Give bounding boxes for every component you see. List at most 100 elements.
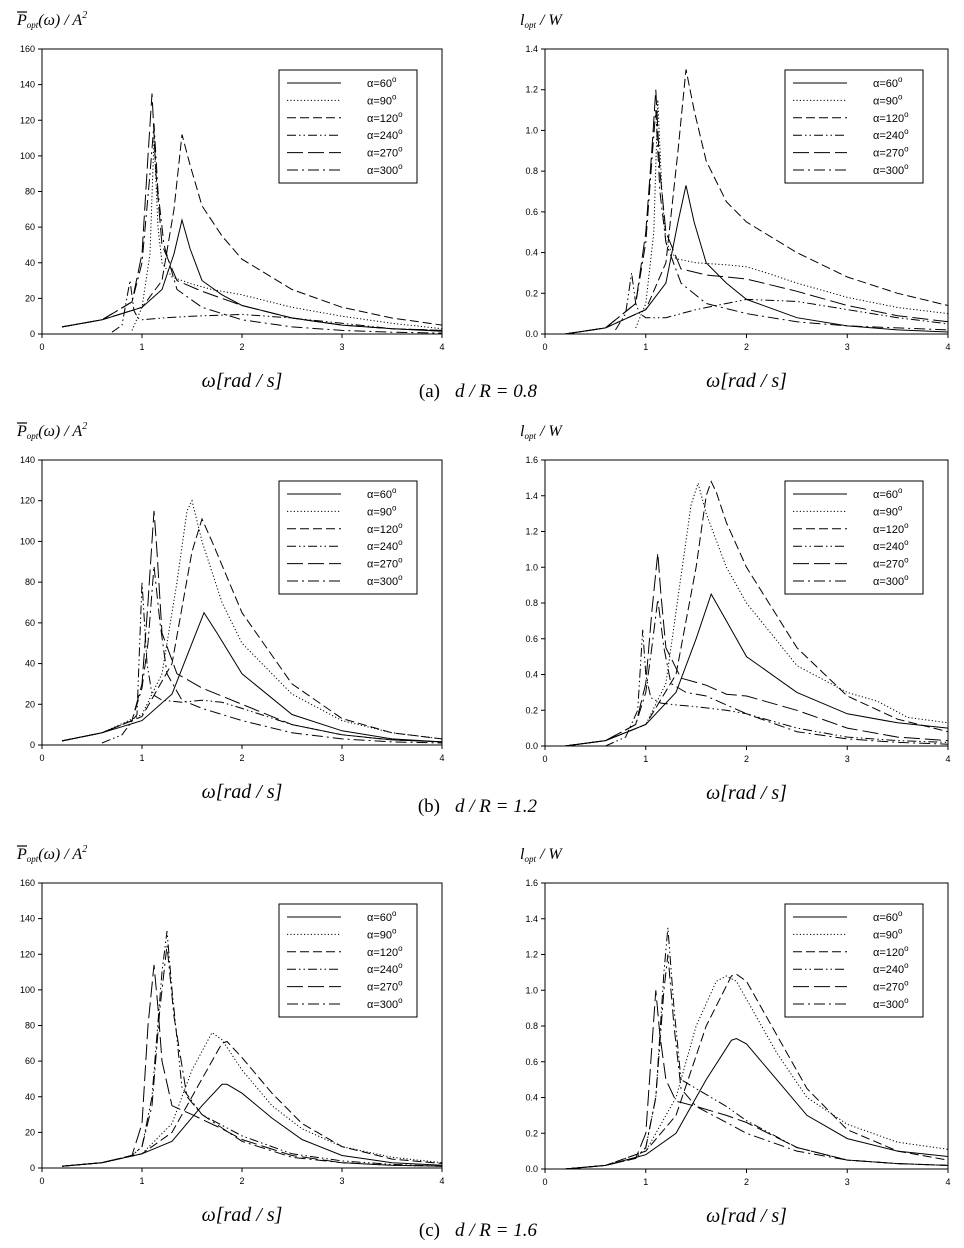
y-tick-label: 0.4 xyxy=(525,670,538,680)
series-line-alpha-60 xyxy=(565,185,948,334)
y-tick-label: 80 xyxy=(25,187,35,197)
y-label-part: (ω) / A xyxy=(38,423,82,440)
legend-degree: o xyxy=(392,503,397,512)
y-tick-label: 60 xyxy=(25,222,35,232)
legend-degree: o xyxy=(904,145,909,154)
legend-degree: o xyxy=(398,127,403,136)
legend-degree: o xyxy=(398,944,403,953)
caption-expression: d / R = 1.6 xyxy=(455,1220,537,1241)
y-tick-label: 1.6 xyxy=(525,455,538,465)
y-label-part: P xyxy=(16,12,27,29)
y-label-part: l xyxy=(520,12,525,29)
x-tick-label: 4 xyxy=(439,1176,444,1186)
caption-label: (c) xyxy=(419,1220,440,1241)
legend-degree: o xyxy=(898,926,903,935)
series-line-alpha-270 xyxy=(565,89,948,334)
y-label-sub: opt xyxy=(524,854,536,864)
y-tick-label: 1.2 xyxy=(525,950,538,960)
series-line-alpha-90 xyxy=(635,99,948,329)
y-tick-label: 0.6 xyxy=(525,634,538,644)
caption-expression: d / R = 0.8 xyxy=(455,381,537,402)
y-tick-label: 1.0 xyxy=(525,985,538,995)
y-axis-label: lopt / W xyxy=(520,846,563,864)
y-tick-label: 0.4 xyxy=(525,248,538,258)
legend-entry: α=300o xyxy=(873,573,909,588)
y-tick-label: 40 xyxy=(25,258,35,268)
y-label-sup: 2 xyxy=(82,421,87,432)
legend-degree: o xyxy=(392,75,397,84)
legend-entry: α=240o xyxy=(367,538,403,553)
y-tick-label: 0.8 xyxy=(525,166,538,176)
y-tick-label: 40 xyxy=(25,659,35,669)
series-group xyxy=(565,480,948,746)
legend-entry: α=240o xyxy=(873,961,909,976)
legend-degree: o xyxy=(904,944,909,953)
series-line-alpha-240 xyxy=(61,931,442,1167)
x-tick-label: 4 xyxy=(439,342,444,352)
x-tick-label: 1 xyxy=(139,753,144,763)
legend-degree: o xyxy=(398,521,403,530)
x-tick-label: 3 xyxy=(845,342,850,352)
legend-entry: α=60o xyxy=(873,75,903,90)
y-label-sub: opt xyxy=(524,20,536,30)
y-label-part: (ω) / A xyxy=(38,846,82,863)
y-label-sup: 2 xyxy=(82,844,87,855)
y-axis-label: Popt(ω) / A2 xyxy=(16,844,87,864)
legend-entry: α=240o xyxy=(367,127,403,142)
legend-degree: o xyxy=(904,162,909,171)
series-line-alpha-240 xyxy=(605,629,948,746)
y-label-part: / W xyxy=(536,12,563,29)
legend-entry: α=270o xyxy=(873,979,909,994)
y-tick-label: 1.4 xyxy=(525,914,538,924)
y-axis-label: Popt(ω) / A2 xyxy=(16,421,87,441)
y-tick-label: 0.2 xyxy=(525,288,538,298)
legend: α=60o α=90o α=120o α=240o α=270o α=300o xyxy=(784,69,924,184)
x-tick-label: 0 xyxy=(39,753,44,763)
legend-entry: α=300o xyxy=(367,996,403,1011)
legend: α=60o α=90o α=120o α=240o α=270o α=300o xyxy=(278,69,418,184)
series-line-alpha-240 xyxy=(615,272,948,331)
legend-degree: o xyxy=(898,92,903,101)
x-tick-label: 0 xyxy=(542,754,547,764)
legend: α=60o α=90o α=120o α=240o α=270o α=300o xyxy=(784,903,924,1018)
y-tick-label: 0.2 xyxy=(525,705,538,715)
series-line-alpha-240 xyxy=(565,927,948,1169)
legend-entry: α=120o xyxy=(873,944,909,959)
y-tick-label: 80 xyxy=(25,1021,35,1031)
legend-box xyxy=(278,480,418,595)
legend-entry: α=60o xyxy=(367,486,397,501)
legend-degree: o xyxy=(904,573,909,582)
series-line-alpha-120 xyxy=(565,973,948,1169)
legend-entry: α=90o xyxy=(873,926,903,941)
legend-degree: o xyxy=(398,979,403,988)
legend-degree: o xyxy=(904,538,909,547)
y-tick-label: 20 xyxy=(25,699,35,709)
chart-panel-a-right: 0.0 0.2 0.4 0.6 0.8 1.0 1.2 1.4 0 1 2 3 4 lopt / W ω[r… xyxy=(520,12,951,392)
y-tick-label: 0.6 xyxy=(525,1057,538,1067)
x-tick-label: 1 xyxy=(643,1177,648,1187)
legend-degree: o xyxy=(398,961,403,970)
legend-entry: α=60o xyxy=(367,909,397,924)
y-tick-label: 160 xyxy=(20,44,35,54)
y-tick-label: 0 xyxy=(30,1163,35,1173)
legend-entry: α=300o xyxy=(873,996,909,1011)
series-line-alpha-120 xyxy=(61,134,442,328)
y-label-sub: opt xyxy=(27,854,39,864)
y-tick-label: 1.0 xyxy=(525,125,538,135)
legend-degree: o xyxy=(398,996,403,1005)
y-label-part: / W xyxy=(536,846,563,863)
legend-entry: α=270o xyxy=(873,556,909,571)
x-tick-label: 0 xyxy=(39,342,44,352)
series-line-alpha-90 xyxy=(131,138,442,331)
y-tick-label: 1.2 xyxy=(525,527,538,537)
series-group xyxy=(61,93,442,334)
legend-entry: α=90o xyxy=(873,503,903,518)
y-tick-label: 1.4 xyxy=(525,44,538,54)
x-tick-label: 2 xyxy=(239,1176,244,1186)
legend-degree: o xyxy=(904,127,909,136)
y-tick-label: 0.8 xyxy=(525,1021,538,1031)
legend-degree: o xyxy=(392,92,397,101)
legend-degree: o xyxy=(398,573,403,582)
legend: α=60o α=90o α=120o α=240o α=270o α=300o xyxy=(278,480,418,595)
